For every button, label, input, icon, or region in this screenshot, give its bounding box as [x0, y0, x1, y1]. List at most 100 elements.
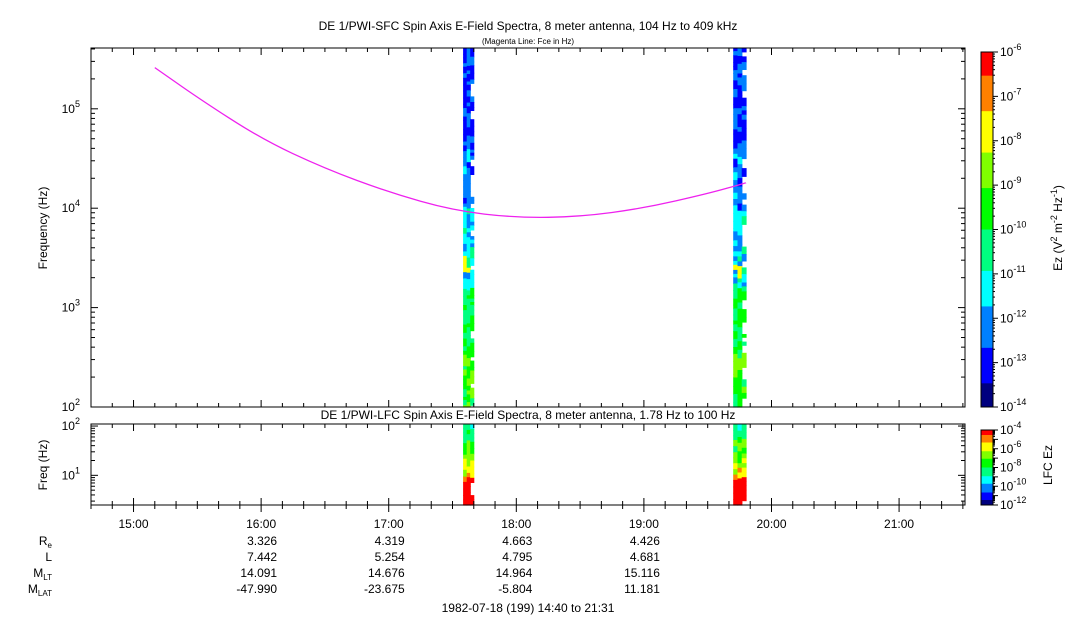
- spectrogram-cell: [466, 135, 471, 143]
- spectrogram-cell: [470, 65, 475, 74]
- colorbar-cell: [981, 495, 993, 497]
- spectrogram-cell: [737, 370, 743, 374]
- spectrogram-cell: [733, 129, 739, 135]
- spectrogram-cell: [741, 56, 747, 63]
- spectrogram-cell: [733, 120, 739, 131]
- spectrogram-cell: [741, 62, 747, 70]
- colorbar-cell: [981, 431, 993, 433]
- spectrogram-cell: [741, 168, 747, 177]
- lfc-spectrogram-cell: [470, 477, 475, 483]
- spectrogram-cell: [466, 196, 471, 206]
- spectrogram-cell: [737, 85, 743, 89]
- spectrogram-cell: [741, 379, 747, 388]
- spectrogram-cell: [733, 361, 739, 368]
- spectrogram-cell: [737, 366, 743, 371]
- lfc-spectrogram-cell: [733, 435, 739, 441]
- spectrogram-cell: [463, 151, 468, 158]
- spectrogram-cell: [741, 110, 747, 116]
- spectrogram-cell: [466, 232, 471, 238]
- colorbar-cell: [981, 461, 993, 463]
- spectrogram-cell: [466, 249, 471, 254]
- colorbar-cell: [981, 498, 993, 501]
- spectrogram-cell: [463, 169, 468, 175]
- colorbar-cell: [981, 433, 993, 436]
- colorbar-cell: [981, 52, 993, 59]
- spectrogram-cell: [733, 73, 739, 81]
- lfc-spectrogram-cell: [741, 467, 747, 473]
- colorbar-cell: [981, 99, 993, 106]
- bottom-panel-frame: [90, 423, 966, 506]
- colorbar-cell: [981, 436, 993, 438]
- spectrogram-cell: [733, 55, 739, 63]
- spectrogram-cell: [466, 375, 471, 380]
- lfc-spectrogram-cell: [470, 448, 475, 455]
- spectrogram-cell: [470, 360, 475, 368]
- spectrogram-cell: [470, 274, 475, 283]
- spectrogram-cell: [463, 350, 468, 356]
- spectrogram-cell: [741, 83, 747, 92]
- spectrogram-cell: [463, 104, 468, 109]
- spectrogram-cell: [463, 251, 468, 257]
- lfc-spectrogram-cell: [733, 486, 739, 494]
- colorbar-tick-label: 10-12: [1000, 308, 1026, 325]
- spectrogram-cell: [741, 144, 747, 149]
- spectrogram-cell: [466, 262, 471, 269]
- spectrogram-cell: [463, 134, 468, 143]
- spectrogram-cell: [741, 267, 747, 275]
- spectrogram-cell: [733, 199, 739, 206]
- x-tick-label: 16:00: [246, 517, 276, 531]
- spectrogram-cell: [463, 66, 468, 74]
- lfc-spectrogram-cell: [466, 477, 471, 483]
- spectrogram-cell: [741, 128, 747, 136]
- spectrogram-cell: [737, 134, 743, 144]
- spectrogram-cell: [733, 366, 739, 375]
- spectrogram-cell: [466, 106, 471, 114]
- spectrogram-cell: [466, 366, 471, 376]
- colorbar-cell: [981, 158, 993, 165]
- spectrogram-cell: [737, 282, 743, 289]
- spectrogram-cell: [737, 108, 743, 115]
- spectrogram-cell: [463, 315, 468, 326]
- spectrogram-cell: [470, 236, 475, 241]
- spectrogram-cell: [463, 141, 468, 147]
- spectrogram-cell: [470, 258, 475, 266]
- spectrogram-cell: [463, 116, 468, 121]
- spectrogram-cell: [466, 90, 471, 98]
- spectrogram-cell: [737, 386, 743, 394]
- spectrogram-cell: [463, 366, 468, 370]
- lfc-spectrogram-cell: [741, 428, 747, 433]
- lfc-spectrogram-cell: [741, 424, 747, 429]
- spectrogram-cell: [470, 315, 475, 324]
- lfc-spectrogram-cell: [463, 463, 468, 471]
- colorbar-cell: [981, 194, 993, 201]
- spectrogram-cell: [737, 56, 743, 65]
- spectrogram-cell: [463, 305, 468, 311]
- lfc-spectrogram-cell: [741, 458, 747, 464]
- lfc-spectrogram-cell: [733, 499, 739, 506]
- lfc-spectrogram-cell: [470, 424, 475, 430]
- spectrogram-cell: [737, 226, 743, 236]
- spectrogram-cell: [466, 102, 471, 107]
- lfc-spectrogram-cell: [463, 454, 468, 460]
- spectrogram-cell: [463, 384, 468, 390]
- spectrogram-cell: [463, 90, 468, 99]
- spectrogram-cell: [733, 347, 739, 355]
- colorbar-cell: [981, 223, 993, 230]
- colorbar-cell: [981, 365, 993, 372]
- spectrogram-cell: [466, 191, 471, 198]
- spectrogram-cell: [466, 58, 471, 67]
- spectrogram-cell: [470, 196, 475, 201]
- spectrogram-cell: [470, 295, 475, 300]
- lfc-spectrogram-cell: [737, 457, 743, 464]
- colorbar-cell: [981, 432, 993, 435]
- bottom-colorbar-label: LFC Ez: [1041, 445, 1055, 485]
- spectrogram-cell: [463, 239, 468, 245]
- lfc-spectrogram-cell: [741, 463, 747, 469]
- spectrogram-cell: [470, 243, 475, 248]
- spectrogram-cell: [463, 53, 468, 59]
- y-tick-label: 102: [62, 416, 80, 433]
- lfc-spectrogram-cell: [466, 481, 471, 487]
- spectrogram-cell: [733, 187, 739, 194]
- spectrogram-cell: [737, 171, 743, 179]
- colorbar-cell: [981, 437, 993, 440]
